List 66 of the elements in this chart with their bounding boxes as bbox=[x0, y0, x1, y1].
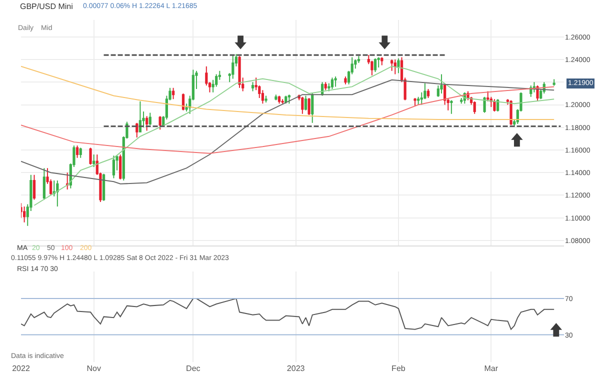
x-tick-label: Feb bbox=[392, 364, 406, 373]
candlestick bbox=[510, 100, 512, 126]
candlestick bbox=[274, 94, 278, 101]
x-tick-label: 2023 bbox=[286, 364, 306, 373]
x-tick-label: Dec bbox=[186, 364, 200, 373]
candlestick bbox=[79, 147, 82, 158]
line-series bbox=[21, 86, 555, 154]
line-series bbox=[21, 79, 555, 184]
candlestick bbox=[76, 144, 79, 158]
candlestick bbox=[426, 88, 430, 98]
candlestick bbox=[288, 94, 290, 104]
candlestick bbox=[414, 97, 416, 106]
candlestick bbox=[390, 59, 394, 72]
candlestick bbox=[417, 96, 420, 106]
candlestick bbox=[324, 82, 327, 91]
line-series bbox=[21, 66, 555, 120]
candlestick bbox=[473, 100, 476, 114]
candlestick bbox=[311, 92, 314, 124]
candlestick bbox=[136, 122, 138, 138]
line-series bbox=[21, 298, 555, 330]
candlestick bbox=[264, 95, 268, 104]
candlestick bbox=[377, 56, 380, 68]
candlestick bbox=[380, 56, 384, 66]
candlestick bbox=[308, 97, 310, 116]
candlestick bbox=[374, 58, 377, 72]
candlestick bbox=[148, 112, 152, 126]
candlestick bbox=[483, 96, 486, 114]
candlestick bbox=[182, 92, 185, 111]
candlestick bbox=[397, 58, 400, 74]
candlestick bbox=[284, 95, 288, 104]
candlestick bbox=[344, 76, 347, 85]
candlestick bbox=[334, 76, 337, 88]
candlestick bbox=[440, 74, 443, 94]
line-series bbox=[34, 66, 555, 206]
candlestick bbox=[232, 54, 234, 80]
candlestick bbox=[238, 56, 241, 88]
x-tick-label: Nov bbox=[86, 364, 101, 373]
candlestick bbox=[23, 206, 26, 223]
candlestick bbox=[158, 116, 162, 130]
candlestick bbox=[172, 87, 175, 100]
candlestick bbox=[56, 180, 59, 207]
candlestick bbox=[32, 174, 36, 200]
candlestick bbox=[450, 100, 453, 114]
candlestick bbox=[330, 77, 334, 90]
candlestick bbox=[278, 95, 281, 104]
x-tick-label: Mar bbox=[484, 364, 498, 373]
candlestick bbox=[138, 100, 142, 132]
candlestick bbox=[102, 173, 106, 202]
candlestick bbox=[89, 147, 92, 166]
candlestick bbox=[92, 154, 96, 168]
x-tick-label: 2022 bbox=[12, 364, 30, 373]
candlestick bbox=[261, 90, 264, 104]
chart-title: GBP/USD Mini bbox=[20, 2, 74, 11]
candlestick bbox=[66, 172, 69, 190]
candlestick bbox=[394, 59, 396, 75]
candlestick bbox=[552, 78, 556, 86]
candlestick bbox=[146, 116, 148, 132]
candlestick bbox=[493, 98, 496, 112]
candlestick bbox=[119, 154, 122, 180]
candlestick bbox=[304, 95, 308, 111]
candlestick bbox=[532, 82, 536, 93]
candlestick bbox=[281, 98, 284, 104]
candlestick bbox=[301, 96, 304, 114]
candlestick bbox=[112, 155, 116, 179]
candlestick bbox=[42, 168, 46, 200]
candlestick bbox=[251, 82, 254, 92]
